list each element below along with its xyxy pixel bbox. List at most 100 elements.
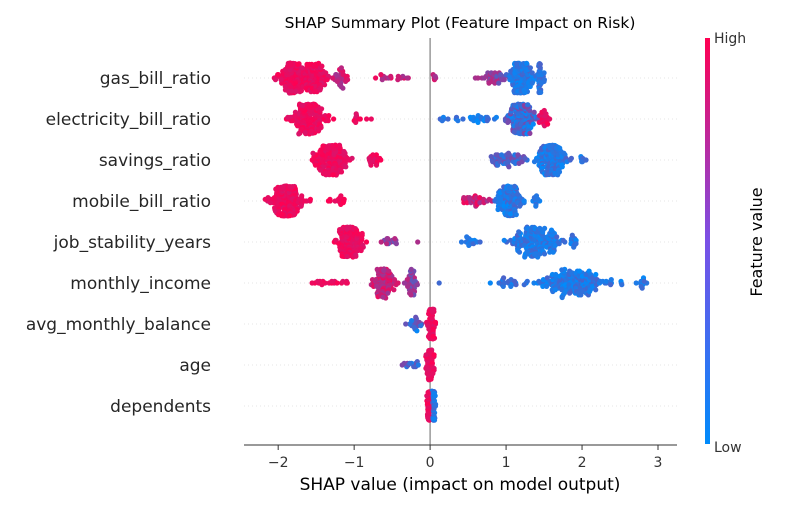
shap-point [439, 118, 445, 124]
shap-point [345, 77, 351, 83]
shap-point [309, 157, 315, 163]
shap-point [521, 198, 527, 204]
shap-point [461, 195, 467, 201]
shap-point [408, 292, 414, 298]
shap-point [458, 239, 465, 245]
shap-point [550, 249, 556, 255]
feature-label: savings_ratio [99, 151, 211, 171]
shap-point [541, 251, 548, 257]
shap-point [353, 119, 359, 125]
shap-point [430, 334, 436, 340]
shap-point [363, 239, 370, 245]
shap-point [330, 75, 336, 81]
shap-point [583, 157, 589, 163]
shap-point [313, 102, 319, 108]
shap-point [608, 277, 614, 283]
shap-point [373, 75, 379, 81]
x-axis-ticks: −2 −1 0 1 2 3 [268, 445, 662, 471]
shap-point [330, 143, 336, 149]
shap-point [496, 80, 502, 86]
shap-point [556, 169, 563, 175]
shap-point [344, 253, 350, 260]
shap-point [433, 401, 439, 407]
feature-label: avg_monthly_balance [26, 315, 211, 335]
shap-point [548, 227, 555, 233]
shap-point [401, 280, 407, 286]
shap-point [495, 206, 501, 213]
colorbar-high-label: High [714, 31, 746, 47]
shap-point [308, 128, 314, 134]
shap-point [498, 72, 504, 78]
shap-point [464, 200, 470, 206]
feature-label: job_stability_years [53, 233, 211, 253]
shap-point [344, 226, 350, 232]
shap-point [506, 164, 512, 170]
shap-point [544, 283, 550, 289]
shap-point [522, 254, 528, 260]
feature-label: monthly_income [70, 274, 211, 294]
shap-point [338, 169, 345, 175]
shap-point [385, 290, 391, 296]
shap-point [407, 321, 413, 327]
shap-point [542, 225, 548, 231]
shap-point [338, 65, 344, 71]
shap-point [313, 88, 319, 94]
shap-point [272, 77, 279, 83]
shap-point [415, 362, 421, 368]
shap-point [511, 129, 517, 135]
shap-point [430, 308, 436, 314]
shap-point [568, 155, 575, 161]
shap-point [436, 280, 442, 286]
shap-point [343, 280, 349, 286]
shap-point [413, 314, 419, 320]
shap-point [505, 150, 512, 156]
shap-point [540, 283, 546, 289]
shap-point [310, 150, 316, 156]
shap-point [403, 321, 409, 327]
shap-point [559, 294, 565, 301]
shap-point [501, 77, 507, 83]
shap-point [556, 241, 562, 247]
feature-label: age [179, 356, 211, 376]
shap-point [373, 277, 379, 283]
shap-point [381, 267, 387, 273]
shap-point [425, 389, 431, 395]
shap-point [299, 65, 305, 71]
shap-point [319, 63, 325, 69]
shap-point [516, 229, 522, 235]
shap-point [337, 143, 343, 149]
shap-point [299, 193, 305, 199]
shap-point [386, 268, 392, 274]
shap-point [298, 88, 304, 94]
x-tick-label: 0 [426, 455, 435, 471]
shap-point [487, 280, 493, 286]
shap-point [559, 267, 565, 273]
shap-point [344, 155, 351, 161]
shap-point [407, 360, 413, 366]
shap-point [478, 114, 484, 120]
shap-point [536, 119, 542, 125]
shap-point [287, 184, 293, 190]
shap-point [567, 290, 573, 296]
shap-point [533, 252, 539, 258]
shap-point [379, 77, 385, 83]
shap-point [619, 282, 625, 288]
shap-point [358, 247, 364, 254]
shap-point [522, 155, 528, 161]
shap-point [293, 89, 299, 95]
shap-point [524, 278, 530, 284]
shap-point [323, 170, 329, 176]
shap-point [513, 212, 519, 218]
shap-point [525, 102, 531, 108]
shap-point [536, 278, 542, 284]
shap-point [527, 130, 533, 136]
shap-point [639, 285, 645, 291]
x-axis-label: SHAP value (impact on model output) [300, 475, 621, 495]
shap-point [275, 72, 281, 78]
shap-point [519, 159, 525, 165]
shap-point [333, 72, 339, 78]
x-tick-label: 1 [502, 455, 511, 471]
shap-point [560, 237, 566, 243]
shap-point [431, 390, 437, 396]
shap-point [319, 106, 325, 112]
